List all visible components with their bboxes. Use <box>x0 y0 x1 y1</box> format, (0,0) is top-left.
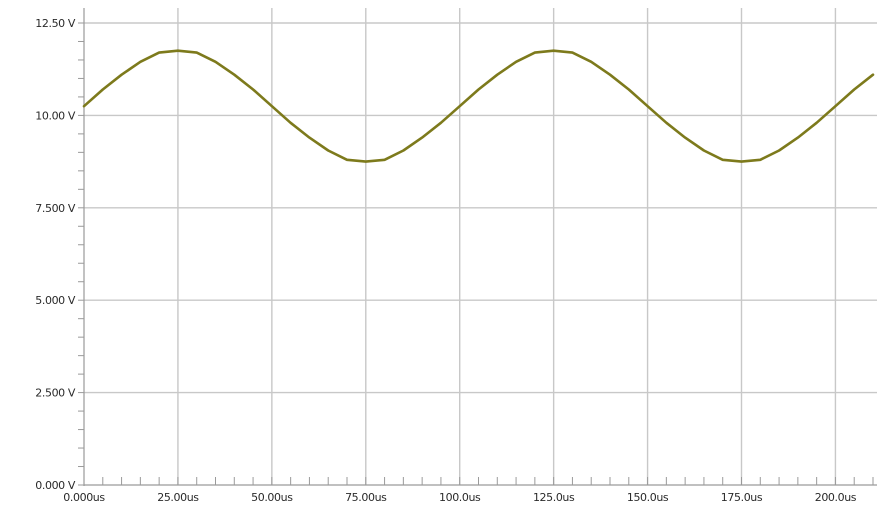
y-tick-label: 2.500 V <box>35 387 76 400</box>
data-point <box>478 89 480 91</box>
data-point <box>384 159 386 161</box>
data-point <box>421 137 423 139</box>
y-tick-labels: 0.000 V 2.500 V 5.000 V 7.500 V 10.00 V 12.50… <box>35 17 76 492</box>
x-tick-label: 175.0us <box>721 491 763 504</box>
x-tick-label: 25.00us <box>157 491 199 504</box>
data-point <box>215 61 217 63</box>
data-point <box>647 105 649 107</box>
x-tick-label: 125.0us <box>533 491 575 504</box>
minor-ticks <box>78 22 874 486</box>
data-point <box>403 150 405 152</box>
data-point <box>628 89 630 91</box>
data-point <box>722 159 724 161</box>
data-point <box>271 105 273 107</box>
data-point <box>102 89 104 91</box>
data-point <box>346 159 348 161</box>
data-point <box>121 74 123 76</box>
data-point <box>459 105 461 107</box>
data-point <box>835 105 837 107</box>
data-point <box>553 50 555 52</box>
data-point <box>252 89 254 91</box>
x-tick-labels: 0.000us 25.00us 50.00us 75.00us 100.0us 125.0… <box>63 491 857 504</box>
gridlines <box>84 8 877 485</box>
data-point <box>177 50 179 52</box>
data-point <box>440 122 442 124</box>
data-point <box>365 161 367 163</box>
x-tick-label: 0.000us <box>63 491 105 504</box>
data-point <box>759 159 761 161</box>
data-point <box>158 52 160 54</box>
y-tick-label: 10.00 V <box>35 109 76 122</box>
data-point <box>609 74 611 76</box>
waveform-trace <box>82 49 875 163</box>
data-point <box>816 122 818 124</box>
data-point <box>572 52 574 54</box>
data-point <box>778 150 780 152</box>
data-point <box>684 137 686 139</box>
x-tick-label: 75.00us <box>345 491 387 504</box>
data-point <box>534 52 536 54</box>
y-tick-label: 12.50 V <box>35 17 76 30</box>
data-point <box>872 74 874 76</box>
data-point <box>515 61 517 63</box>
waveform-layer <box>82 49 875 163</box>
data-point <box>496 74 498 76</box>
data-point <box>327 150 329 152</box>
x-tick-label: 150.0us <box>627 491 669 504</box>
data-point <box>233 74 235 76</box>
data-point <box>83 105 85 107</box>
data-point <box>797 137 799 139</box>
axes <box>83 8 877 486</box>
x-tick-label: 200.0us <box>815 491 857 504</box>
y-tick-label: 7.500 V <box>35 202 76 215</box>
data-point <box>590 61 592 63</box>
data-point <box>666 122 668 124</box>
y-tick-label: 0.000 V <box>35 479 76 492</box>
x-tick-label: 50.00us <box>251 491 293 504</box>
data-point <box>741 161 743 163</box>
data-point <box>703 150 705 152</box>
data-point <box>309 137 311 139</box>
data-point <box>140 61 142 63</box>
x-tick-label: 100.0us <box>439 491 481 504</box>
data-point <box>290 122 292 124</box>
y-tick-label: 5.000 V <box>35 294 76 307</box>
data-point <box>853 89 855 91</box>
data-point <box>196 52 198 54</box>
